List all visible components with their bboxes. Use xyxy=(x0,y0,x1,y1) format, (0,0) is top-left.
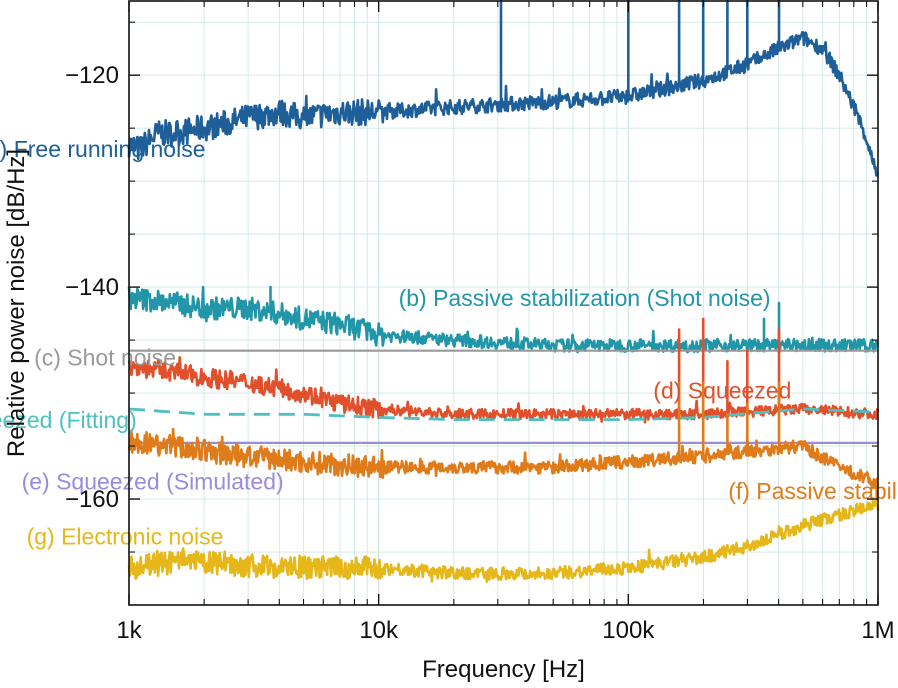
series-line-a xyxy=(127,0,880,177)
series-line-d xyxy=(127,317,880,424)
y-axis-title: Relative power noise [dB/Hz] xyxy=(3,149,30,457)
x-tick-label: 1M xyxy=(861,617,894,644)
series-label-g: (g) Electronic noise xyxy=(27,524,224,550)
series-labels: (a) Free running noise (b) Passive stabil… xyxy=(0,136,898,550)
series-label-c: (c) Shot noise xyxy=(34,345,176,371)
axis-ticks: 1k 10k 100k 1M −120 −140 −160 xyxy=(65,1,895,644)
x-tick-label: 1k xyxy=(116,617,142,644)
plot-frame xyxy=(128,0,879,606)
series-label-h: (h) Squeezed (Fitting) xyxy=(0,407,137,433)
series-label-e: (e) Squeezed (Simulated) xyxy=(22,469,284,495)
x-tick-label: 10k xyxy=(359,617,399,644)
series-label-d: (d) Squeezed xyxy=(653,377,791,403)
series-line-f xyxy=(127,381,879,490)
x-tick-label: 100k xyxy=(602,617,655,644)
series-label-f: (f) Passive stabilization xyxy=(728,478,898,504)
y-tick-label: −140 xyxy=(65,274,119,301)
series-label-a: (a) Free running noise xyxy=(0,136,205,162)
series-line-g xyxy=(127,497,880,583)
series-line-b xyxy=(127,285,880,354)
series-lines xyxy=(127,0,880,583)
y-tick-label: −160 xyxy=(65,486,119,513)
x-axis-title: Frequency [Hz] xyxy=(422,656,585,683)
series-label-b: (b) Passive stabilization (Shot noise) xyxy=(399,285,771,311)
y-tick-label: −120 xyxy=(65,62,119,89)
